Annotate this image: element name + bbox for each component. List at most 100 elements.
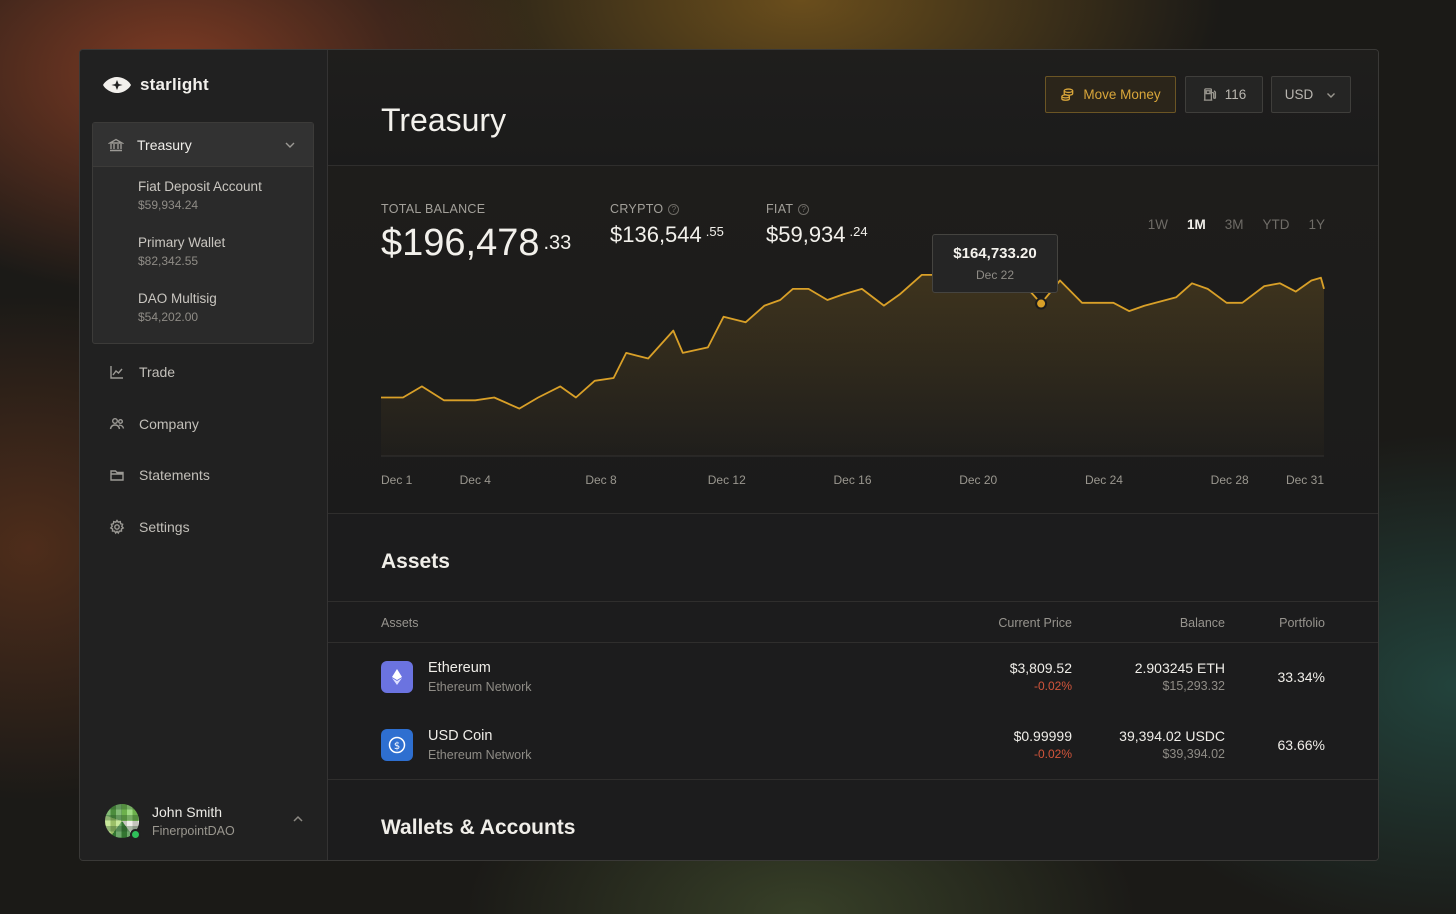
wallets-section-title: Wallets & Accounts (381, 816, 576, 839)
sidebar-item-label: Trade (139, 364, 176, 380)
ethereum-icon (381, 661, 413, 693)
user-org: FinerpointDAO (152, 824, 235, 838)
fiat-balance-cents: .24 (849, 224, 868, 239)
main-content: Treasury Move Money 116 USD Dec 1 Dec 4 De… (328, 50, 1378, 860)
balance-overview: Dec 1 Dec 4 Dec 8 Dec 12 Dec 16 Dec 20 Dec 24 D… (328, 166, 1378, 514)
sidebar-item-treasury[interactable]: Treasury (93, 123, 313, 167)
treasury-menu: Treasury Fiat Deposit Account $59,934.24… (92, 122, 314, 344)
crypto-label: CRYPTO (610, 202, 664, 216)
app-window: starlight Treasury Fiat Deposit Account … (79, 49, 1379, 861)
chevron-down-icon (1327, 92, 1336, 98)
assets-section-title: Assets (381, 550, 450, 573)
tooltip-date: Dec 22 (975, 268, 1015, 282)
account-balance: $82,342.55 (138, 253, 199, 268)
page-title: Treasury (381, 102, 507, 138)
asset-balance: 2.903245 ETH (1134, 660, 1225, 676)
sidebar-item-statements[interactable]: Statements (108, 466, 210, 484)
range-3m[interactable]: 3M (1224, 217, 1244, 232)
sub-item-primary-wallet[interactable]: Primary Wallet $82,342.55 (93, 223, 313, 279)
total-balance: TOTAL BALANCE $196,478 .33 (381, 202, 571, 265)
fiat-balance-whole: $59,934 (766, 222, 846, 247)
x-tick-label: Dec 8 (585, 473, 617, 487)
avatar (105, 804, 141, 840)
help-icon[interactable]: ? (668, 203, 680, 215)
chart-icon (108, 363, 126, 381)
x-tick-label: Dec 12 (708, 473, 746, 487)
gear-icon (108, 518, 126, 536)
divider (328, 779, 1378, 780)
crypto-balance-cents: .55 (705, 224, 724, 239)
asset-network: Ethereum Network (428, 748, 532, 762)
x-tick-label: Dec 24 (1085, 473, 1123, 487)
chevron-down-icon[interactable] (281, 136, 299, 154)
asset-price: $3,809.52 (1009, 660, 1072, 676)
sidebar-item-company[interactable]: Company (108, 415, 199, 433)
account-balance: $54,202.00 (138, 309, 199, 324)
column-assets: Assets (381, 616, 419, 630)
sidebar: starlight Treasury Fiat Deposit Account … (80, 50, 328, 860)
sub-item-fiat-deposit[interactable]: Fiat Deposit Account $59,934.24 (93, 167, 313, 223)
account-balance: $59,934.24 (138, 197, 199, 212)
asset-change: -0.02% (1033, 747, 1072, 761)
asset-portfolio: 33.34% (1277, 669, 1325, 685)
sidebar-item-label: Company (139, 416, 199, 432)
column-current-price: Current Price (998, 616, 1072, 630)
folder-icon (108, 466, 126, 484)
column-balance: Balance (1179, 616, 1225, 630)
range-1y[interactable]: 1Y (1308, 217, 1325, 232)
coins-icon (1061, 88, 1074, 101)
chart-series-line (381, 268, 1325, 410)
fiat-label: FIAT (766, 202, 794, 216)
gas-value: 116 (1224, 87, 1247, 102)
chart-area-fill (381, 269, 1324, 456)
starlight-logo-icon (103, 77, 131, 93)
user-name: John Smith (152, 804, 223, 820)
x-tick-label: Dec 1 (381, 473, 413, 487)
move-money-label: Move Money (1083, 87, 1161, 102)
column-portfolio: Portfolio (1279, 616, 1325, 630)
total-balance-whole: $196,478 (381, 222, 540, 264)
asset-price: $0.99999 (1013, 728, 1072, 744)
table-row[interactable]: Ethereum Ethereum Network $3,809.52 -0.0… (328, 643, 1378, 711)
move-money-button[interactable]: Move Money (1045, 76, 1176, 113)
chevron-up-icon[interactable] (291, 812, 305, 831)
crypto-balance-whole: $136,544 (610, 222, 702, 247)
fiat-balance: FIAT? $59,934 .24 (766, 202, 868, 248)
help-icon[interactable]: ? (798, 203, 810, 215)
balance-chart[interactable]: Dec 1 Dec 4 Dec 8 Dec 12 Dec 16 Dec 20 Dec 24 D… (328, 166, 1378, 514)
range-selector: 1W 1M 3M YTD 1Y (1148, 217, 1325, 232)
total-balance-cents: .33 (543, 232, 572, 254)
sidebar-item-label: Treasury (137, 136, 192, 153)
account-name: Primary Wallet (138, 234, 226, 250)
table-row[interactable]: $ USD Coin Ethereum Network $0.99999 -0.… (328, 711, 1378, 779)
account-name: Fiat Deposit Account (138, 178, 262, 194)
sub-item-dao-multisig[interactable]: DAO Multisig $54,202.00 (93, 279, 313, 335)
asset-balance-usd: $15,293.32 (1162, 679, 1225, 693)
sidebar-item-label: Statements (139, 467, 210, 483)
asset-balance: 39,394.02 USDC (1119, 728, 1225, 744)
sidebar-item-trade[interactable]: Trade (108, 363, 175, 381)
range-1m[interactable]: 1M (1186, 217, 1206, 232)
assets-table-header: Assets Current Price Balance Portfolio (328, 601, 1378, 643)
asset-network: Ethereum Network (428, 680, 532, 694)
bank-icon (107, 136, 125, 154)
chart-highlight-point[interactable] (1035, 297, 1048, 310)
chart-tooltip: $164,733.20 Dec 22 (932, 234, 1058, 293)
online-status-dot (130, 829, 141, 840)
range-ytd[interactable]: YTD (1262, 217, 1290, 232)
range-1w[interactable]: 1W (1147, 217, 1168, 232)
asset-change: -0.02% (1033, 679, 1072, 693)
asset-name: Ethereum (428, 660, 491, 676)
x-tick-label: Dec 31 (1286, 473, 1324, 487)
usdc-icon: $ (381, 729, 413, 761)
x-tick-label: Dec 16 (833, 473, 871, 487)
x-tick-label: Dec 20 (959, 473, 997, 487)
gas-pump-icon (1203, 88, 1216, 101)
users-icon (108, 415, 126, 433)
asset-name: USD Coin (428, 728, 493, 744)
user-profile[interactable]: John Smith FinerpointDAO (105, 804, 305, 840)
logo[interactable]: starlight (102, 75, 209, 95)
sidebar-item-settings[interactable]: Settings (108, 518, 190, 536)
gas-price-button[interactable]: 116 (1185, 76, 1263, 113)
currency-select[interactable]: USD (1271, 76, 1351, 113)
